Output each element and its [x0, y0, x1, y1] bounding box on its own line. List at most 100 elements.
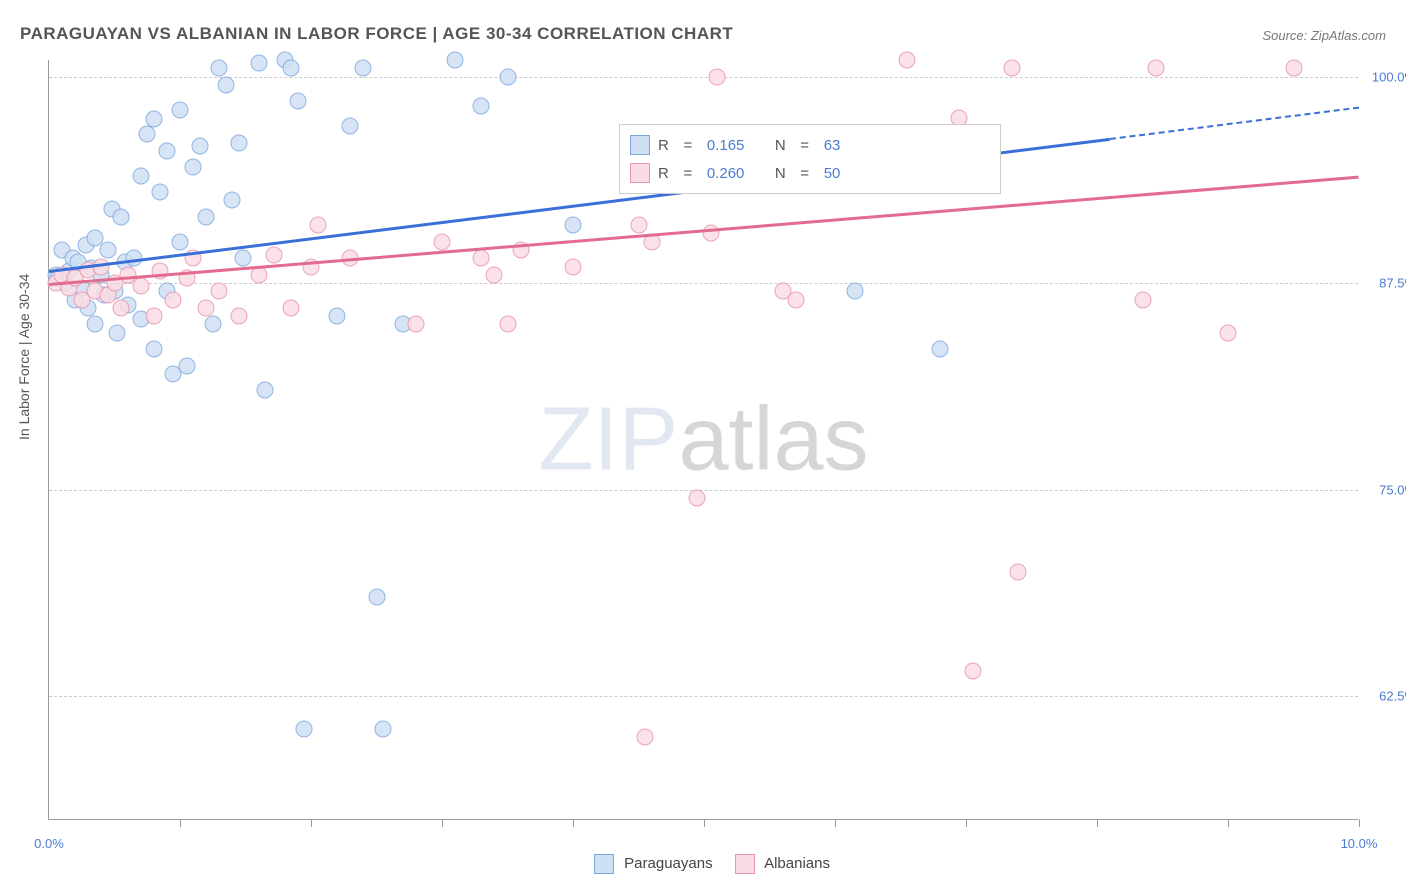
data-point	[145, 111, 162, 128]
x-tick	[1359, 819, 1360, 827]
data-point	[289, 93, 306, 110]
data-point	[230, 134, 247, 151]
data-point	[447, 52, 464, 69]
y-tick-label: 87.5%	[1366, 276, 1406, 291]
y-tick-label: 75.0%	[1366, 482, 1406, 497]
data-point	[234, 250, 251, 267]
data-point	[113, 208, 130, 225]
data-point	[309, 217, 326, 234]
data-point	[211, 60, 228, 77]
data-point	[185, 159, 202, 176]
x-tick	[1097, 819, 1098, 827]
chart-source: Source: ZipAtlas.com	[1262, 28, 1386, 43]
data-point	[109, 324, 126, 341]
x-tick	[835, 819, 836, 827]
legend-swatch-albanians	[630, 163, 650, 183]
data-point	[139, 126, 156, 143]
data-point	[342, 118, 359, 135]
data-point	[368, 588, 385, 605]
data-point	[846, 283, 863, 300]
x-tick-label: 0.0%	[34, 836, 64, 851]
data-point	[152, 263, 169, 280]
data-point	[407, 316, 424, 333]
data-point	[1220, 324, 1237, 341]
data-point	[217, 76, 234, 93]
data-point	[266, 246, 283, 263]
watermark: ZIPatlas	[538, 388, 868, 491]
data-point	[172, 233, 189, 250]
chart-title: PARAGUAYAN VS ALBANIAN IN LABOR FORCE | …	[20, 24, 733, 44]
data-point	[375, 721, 392, 738]
data-point	[165, 291, 182, 308]
legend-swatch-paraguayans	[630, 135, 650, 155]
data-point	[99, 242, 116, 259]
x-tick	[704, 819, 705, 827]
data-point	[132, 278, 149, 295]
data-point	[637, 729, 654, 746]
x-tick	[311, 819, 312, 827]
data-point	[565, 258, 582, 275]
data-point	[198, 299, 215, 316]
data-point	[283, 60, 300, 77]
data-point	[787, 291, 804, 308]
data-point	[1285, 60, 1302, 77]
y-tick-label: 100.0%	[1366, 69, 1406, 84]
data-point	[257, 382, 274, 399]
data-point	[191, 137, 208, 154]
data-point	[158, 142, 175, 159]
data-point	[230, 308, 247, 325]
legend-row-paraguayans: R = 0.165 N = 63	[630, 131, 990, 159]
legend-series: Paraguayans Albanians	[0, 854, 1406, 874]
data-point	[689, 489, 706, 506]
x-tick	[180, 819, 181, 827]
data-point	[1147, 60, 1164, 77]
data-point	[486, 266, 503, 283]
data-point	[178, 357, 195, 374]
data-point	[329, 308, 346, 325]
legend-correlation: R = 0.165 N = 63 R = 0.260 N = 50	[619, 124, 1001, 194]
data-point	[499, 316, 516, 333]
plot-area: ZIPatlas R = 0.165 N = 63 R = 0.260 N = …	[48, 60, 1358, 820]
x-tick	[573, 819, 574, 827]
y-tick-label: 62.5%	[1366, 689, 1406, 704]
data-point	[152, 184, 169, 201]
data-point	[204, 316, 221, 333]
gridline	[49, 283, 1358, 284]
data-point	[473, 98, 490, 115]
data-point	[296, 721, 313, 738]
x-tick	[966, 819, 967, 827]
data-point	[145, 341, 162, 358]
legend-row-albanians: R = 0.260 N = 50	[630, 159, 990, 187]
legend-bottom-swatch-paraguayans	[594, 854, 614, 874]
legend-bottom-label-paraguayans: Paraguayans	[624, 855, 712, 872]
data-point	[113, 299, 130, 316]
data-point	[224, 192, 241, 209]
gridline	[49, 77, 1358, 78]
data-point	[473, 250, 490, 267]
data-point	[709, 68, 726, 85]
data-point	[931, 341, 948, 358]
data-point	[630, 217, 647, 234]
data-point	[565, 217, 582, 234]
data-point	[86, 316, 103, 333]
trend-line	[1110, 106, 1359, 139]
gridline	[49, 490, 1358, 491]
x-tick-label: 10.0%	[1341, 836, 1378, 851]
data-point	[355, 60, 372, 77]
data-point	[1003, 60, 1020, 77]
data-point	[1134, 291, 1151, 308]
data-point	[250, 55, 267, 72]
y-axis-title: In Labor Force | Age 30-34	[16, 274, 32, 440]
legend-bottom-swatch-albanians	[735, 854, 755, 874]
data-point	[499, 68, 516, 85]
legend-bottom-label-albanians: Albanians	[764, 855, 830, 872]
data-point	[172, 101, 189, 118]
data-point	[1010, 564, 1027, 581]
data-point	[198, 208, 215, 225]
gridline	[49, 696, 1358, 697]
data-point	[434, 233, 451, 250]
data-point	[145, 308, 162, 325]
x-tick	[442, 819, 443, 827]
x-tick	[1228, 819, 1229, 827]
data-point	[964, 663, 981, 680]
